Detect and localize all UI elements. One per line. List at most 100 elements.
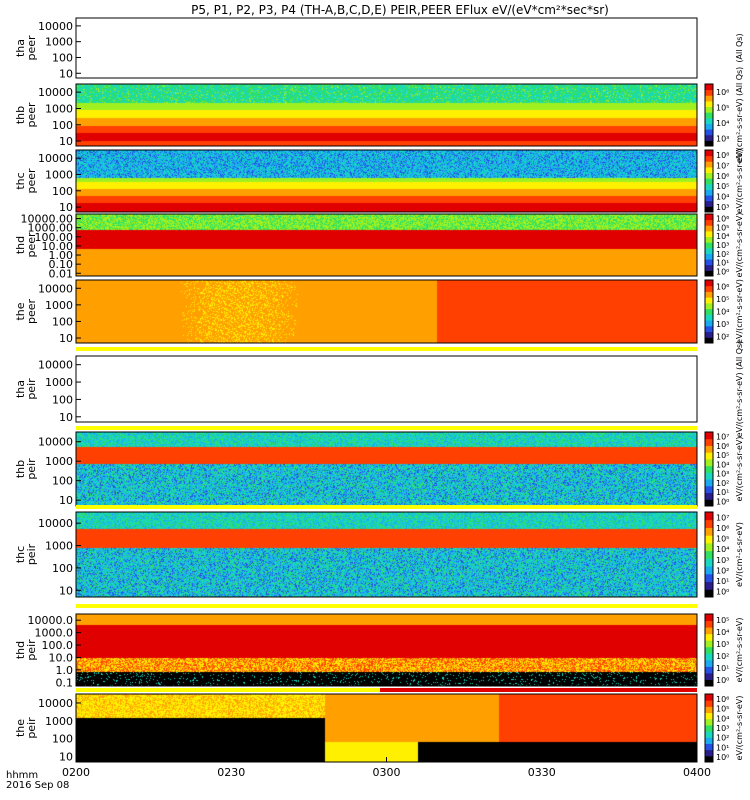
colorbar-tick-label: 10⁶: [716, 695, 729, 704]
panel-label: the: [14, 719, 27, 737]
panel-label: peir: [25, 458, 38, 480]
panel-label: peir: [25, 543, 38, 565]
colorbar-axis-label: eV/(cm²-s-sr-eV): [735, 279, 744, 344]
colorbar-swatch: [705, 183, 713, 190]
colorbar-axis-label: eV/(cm²-s-sr-eV): [735, 213, 744, 278]
y-tick-label: 10: [59, 67, 73, 80]
spectrogram-thd_peir: [76, 614, 697, 686]
colorbar-swatch: [705, 178, 713, 185]
colorbar-swatch: [705, 472, 713, 480]
colorbar-tick-label: 10⁶: [716, 282, 729, 291]
chart-title: P5, P1, P2, P3, P4 (TH-A,B,C,D,E) PEIR,P…: [191, 3, 609, 17]
colorbar-frame: [704, 213, 714, 277]
colorbar-swatch: [705, 499, 713, 507]
colorbar-axis-label: eV/(cm²-s-sr-eV): [735, 696, 744, 761]
colorbar-swatch: [705, 166, 713, 174]
colorbar-tick-label: 10⁵: [716, 451, 729, 460]
colorbar-tick-label: 10²: [716, 479, 729, 488]
y-tick-label: 1000: [45, 455, 73, 468]
quality-flag-strip: [76, 426, 697, 430]
y-tick-label: 100: [52, 562, 73, 575]
colorbar-swatch: [705, 95, 713, 102]
colorbar-swatch: [705, 112, 713, 119]
panel-label: thd: [14, 641, 27, 659]
y-tick-label: 100: [52, 119, 73, 132]
y-tick-label: 100.0: [42, 639, 74, 652]
colorbar-swatch: [705, 666, 713, 674]
colorbar-swatch: [705, 749, 713, 757]
colorbar-tick-label: 10¹: [716, 743, 729, 752]
colorbar-tick-label: 10⁵: [716, 535, 729, 544]
colorbar-swatch: [705, 84, 713, 91]
colorbar-swatch: [705, 527, 713, 536]
colorbar-swatch: [705, 706, 713, 714]
colorbar-swatch: [705, 659, 713, 667]
colorbar-swatch: [705, 195, 713, 202]
colorbar-swatch: [705, 627, 713, 635]
colorbar-swatch: [705, 620, 713, 628]
colorbar-axis-label: eV/(cm²-s-sr-eV): [735, 437, 744, 502]
plot-frame: [75, 279, 698, 344]
colorbar-tick-label: 10⁰: [716, 588, 729, 597]
x-tick-label: 0400: [683, 766, 711, 779]
y-tick-label: 100: [52, 733, 73, 746]
panel-label: peer: [25, 35, 38, 61]
colorbar-swatch: [705, 291, 713, 298]
colorbar-tick-label: 10⁵: [716, 223, 729, 232]
panel-label: tha: [14, 39, 27, 57]
colorbar-tick-label: 10³: [716, 640, 729, 649]
colorbar-swatch: [705, 679, 713, 687]
colorbar-tick-label: 10⁶: [716, 524, 729, 533]
colorbar-swatch: [705, 331, 713, 338]
y-tick-label: 0.01: [49, 267, 74, 280]
colorbar-swatch: [705, 672, 713, 680]
y-tick-label: 1000: [45, 299, 73, 312]
panel-label: thb: [14, 460, 27, 478]
y-tick-label: 100: [52, 51, 73, 64]
colorbar-swatch: [705, 259, 713, 266]
colorbar-tick-label: 10²: [716, 566, 729, 575]
colorbar-swatch: [705, 134, 713, 141]
colorbar-swatch: [705, 724, 713, 732]
colorbar-swatch: [705, 264, 713, 271]
colorbar-tick-label: 10⁶: [716, 88, 729, 97]
colorbar-swatch: [705, 581, 713, 590]
colorbar-tick-label: 10⁴: [716, 460, 729, 469]
colorbar-swatch: [705, 320, 713, 327]
colorbar-tick-label: 10⁷: [716, 433, 729, 442]
panel-label: the: [14, 302, 27, 320]
spectrogram-thb_peir: [76, 432, 697, 506]
colorbar-swatch: [705, 230, 713, 238]
colorbar-swatch: [705, 189, 713, 196]
colorbar-tick-label: 10⁷: [716, 513, 729, 522]
colorbar-tick-label: 10⁰: [716, 497, 729, 506]
colorbar-tick-label: 10¹: [716, 488, 729, 497]
colorbar-tick-label: 10⁵: [716, 295, 729, 304]
y-tick-label: 10: [59, 201, 73, 214]
colorbar-tick-label: 10⁶: [716, 442, 729, 451]
colorbar-axis-label: eV/(cm²-s-sr-eV): [735, 522, 744, 587]
colorbar-swatch: [705, 465, 713, 473]
colorbar-tick-label: 10²: [716, 250, 729, 259]
colorbar-tick-label: 10⁷: [716, 162, 729, 171]
panel-label: thc: [14, 172, 27, 189]
colorbar-swatch: [705, 285, 713, 292]
colorbar-thb_peer: 10³ 10⁴ 10⁵ 10⁶: [704, 83, 729, 147]
colorbar-tick-label: 10⁵: [716, 103, 729, 112]
quality-flag-strip: [76, 347, 697, 351]
colorbar-tick-label: 10⁶: [716, 214, 729, 223]
plot-frame: [75, 149, 698, 213]
colorbar-swatch: [705, 653, 713, 661]
y-tick-label: 10.00: [42, 240, 74, 253]
colorbar-tick-label: 10³: [716, 320, 729, 329]
colorbar-tick-label: 10⁵: [716, 705, 729, 714]
colorbar-tick-label: 10¹: [716, 664, 729, 673]
footer-date: 2016 Sep 08: [6, 780, 69, 791]
spectrogram-the_peir: [76, 694, 697, 762]
colorbar-swatch: [705, 589, 713, 598]
y-tick-label: 1000: [45, 102, 73, 115]
y-tick-label: 10000: [38, 86, 73, 99]
